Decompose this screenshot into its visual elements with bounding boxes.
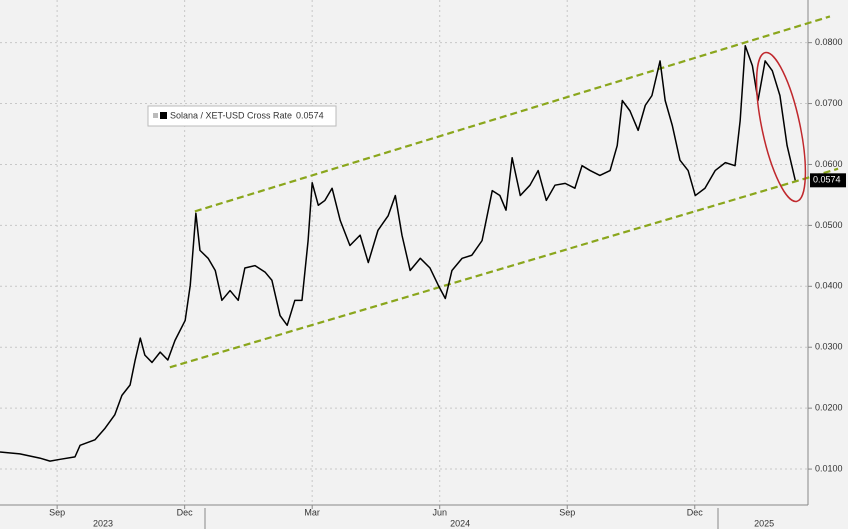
legend-icon (153, 113, 158, 118)
series-line (0, 44, 796, 462)
y-tick-label: 0.0300 (815, 342, 843, 352)
y-tick-label: 0.0200 (815, 403, 843, 413)
y-tick-label: 0.0500 (815, 220, 843, 230)
legend-value: 0.0574 (296, 110, 324, 120)
year-label: 2024 (450, 518, 470, 528)
grid (0, 0, 808, 505)
x-tick-label: Sep (559, 507, 575, 517)
legend-swatch (160, 112, 167, 119)
legend-label: Solana / XET-USD Cross Rate (170, 110, 292, 120)
y-tick-label: 0.0600 (815, 159, 843, 169)
year-label: 2025 (754, 518, 774, 528)
trendlines (169, 15, 839, 369)
series (0, 44, 796, 462)
legend: Solana / XET-USD Cross Rate 0.0574 (147, 105, 337, 127)
y-tick-label: 0.0100 (815, 463, 843, 473)
y-tick-label: 0.0700 (815, 98, 843, 108)
highlight-ellipse (755, 51, 807, 203)
x-tick-label: Mar (304, 507, 320, 517)
year-label: 2023 (93, 518, 113, 528)
x-tick-label: Dec (687, 507, 704, 517)
x-tick-label: Sep (49, 507, 65, 517)
x-tick-label: Dec (177, 507, 194, 517)
last-value-label: 0.0574 (813, 175, 841, 185)
last-value-box (810, 173, 846, 188)
labels: 0.0100 0.0200 0.0300 0.0400 0.0500 0.0600 0.07… (49, 37, 846, 528)
y-tick-label: 0.0400 (815, 281, 843, 291)
trendline (194, 15, 831, 213)
legend-box (147, 105, 337, 127)
y-tick-label: 0.0800 (815, 37, 843, 47)
trendline (169, 167, 839, 369)
x-tick-label: Jun (432, 507, 447, 517)
